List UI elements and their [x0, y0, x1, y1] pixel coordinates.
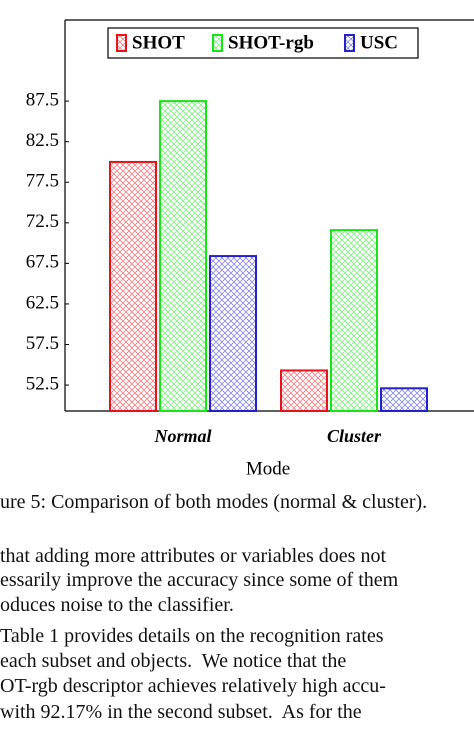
legend: SHOT SHOT-rgb USC	[107, 27, 419, 59]
body-line: oduces noise to the classifier.	[0, 594, 234, 616]
bar	[280, 369, 328, 412]
chart: Mode 52.5 57.5 62.5 67.5 72.5 77.5 82.5 87.5 Nor…	[26, 19, 474, 479]
legend-label: USC	[360, 32, 398, 53]
legend-swatch	[116, 34, 127, 52]
x-tick-label: Cluster	[327, 426, 382, 446]
legend-swatch	[344, 34, 355, 52]
legend-label: SHOT	[132, 32, 185, 53]
y-tick-label: 72.5	[26, 211, 59, 232]
bar	[109, 160, 157, 412]
legend-label: SHOT-rgb	[228, 32, 314, 53]
bar	[209, 255, 257, 413]
y-tick-label: 52.5	[26, 373, 59, 394]
bar	[380, 387, 428, 413]
legend-box	[107, 27, 419, 59]
figure-caption: ure 5: Comparison of both modes (normal …	[0, 491, 428, 513]
body-line: Table 1 provides details on the recognit…	[0, 625, 384, 647]
y-tick-label: 82.5	[26, 130, 59, 151]
body-line: each subset and objects. We notice that …	[0, 650, 347, 672]
bar	[159, 100, 207, 412]
body-line: OT-rgb descriptor achieves relatively hi…	[0, 675, 386, 697]
y-tick-label: 57.5	[26, 333, 59, 354]
y-tick-label: 77.5	[26, 171, 59, 192]
x-tick-label: Normal	[153, 426, 211, 446]
body-line: with 92.17% in the second subset. As for…	[0, 701, 362, 723]
legend-swatch	[212, 34, 223, 52]
y-tick-label: 87.5	[26, 89, 59, 110]
bar	[330, 229, 378, 412]
y-tick-label: 62.5	[26, 292, 59, 313]
x-axis-label: Mode	[246, 458, 290, 479]
body-line: essarily improve the accuracy since some…	[0, 569, 399, 591]
body-line: that adding more attributes or variables…	[0, 545, 387, 567]
y-tick-label: 67.5	[26, 252, 59, 273]
